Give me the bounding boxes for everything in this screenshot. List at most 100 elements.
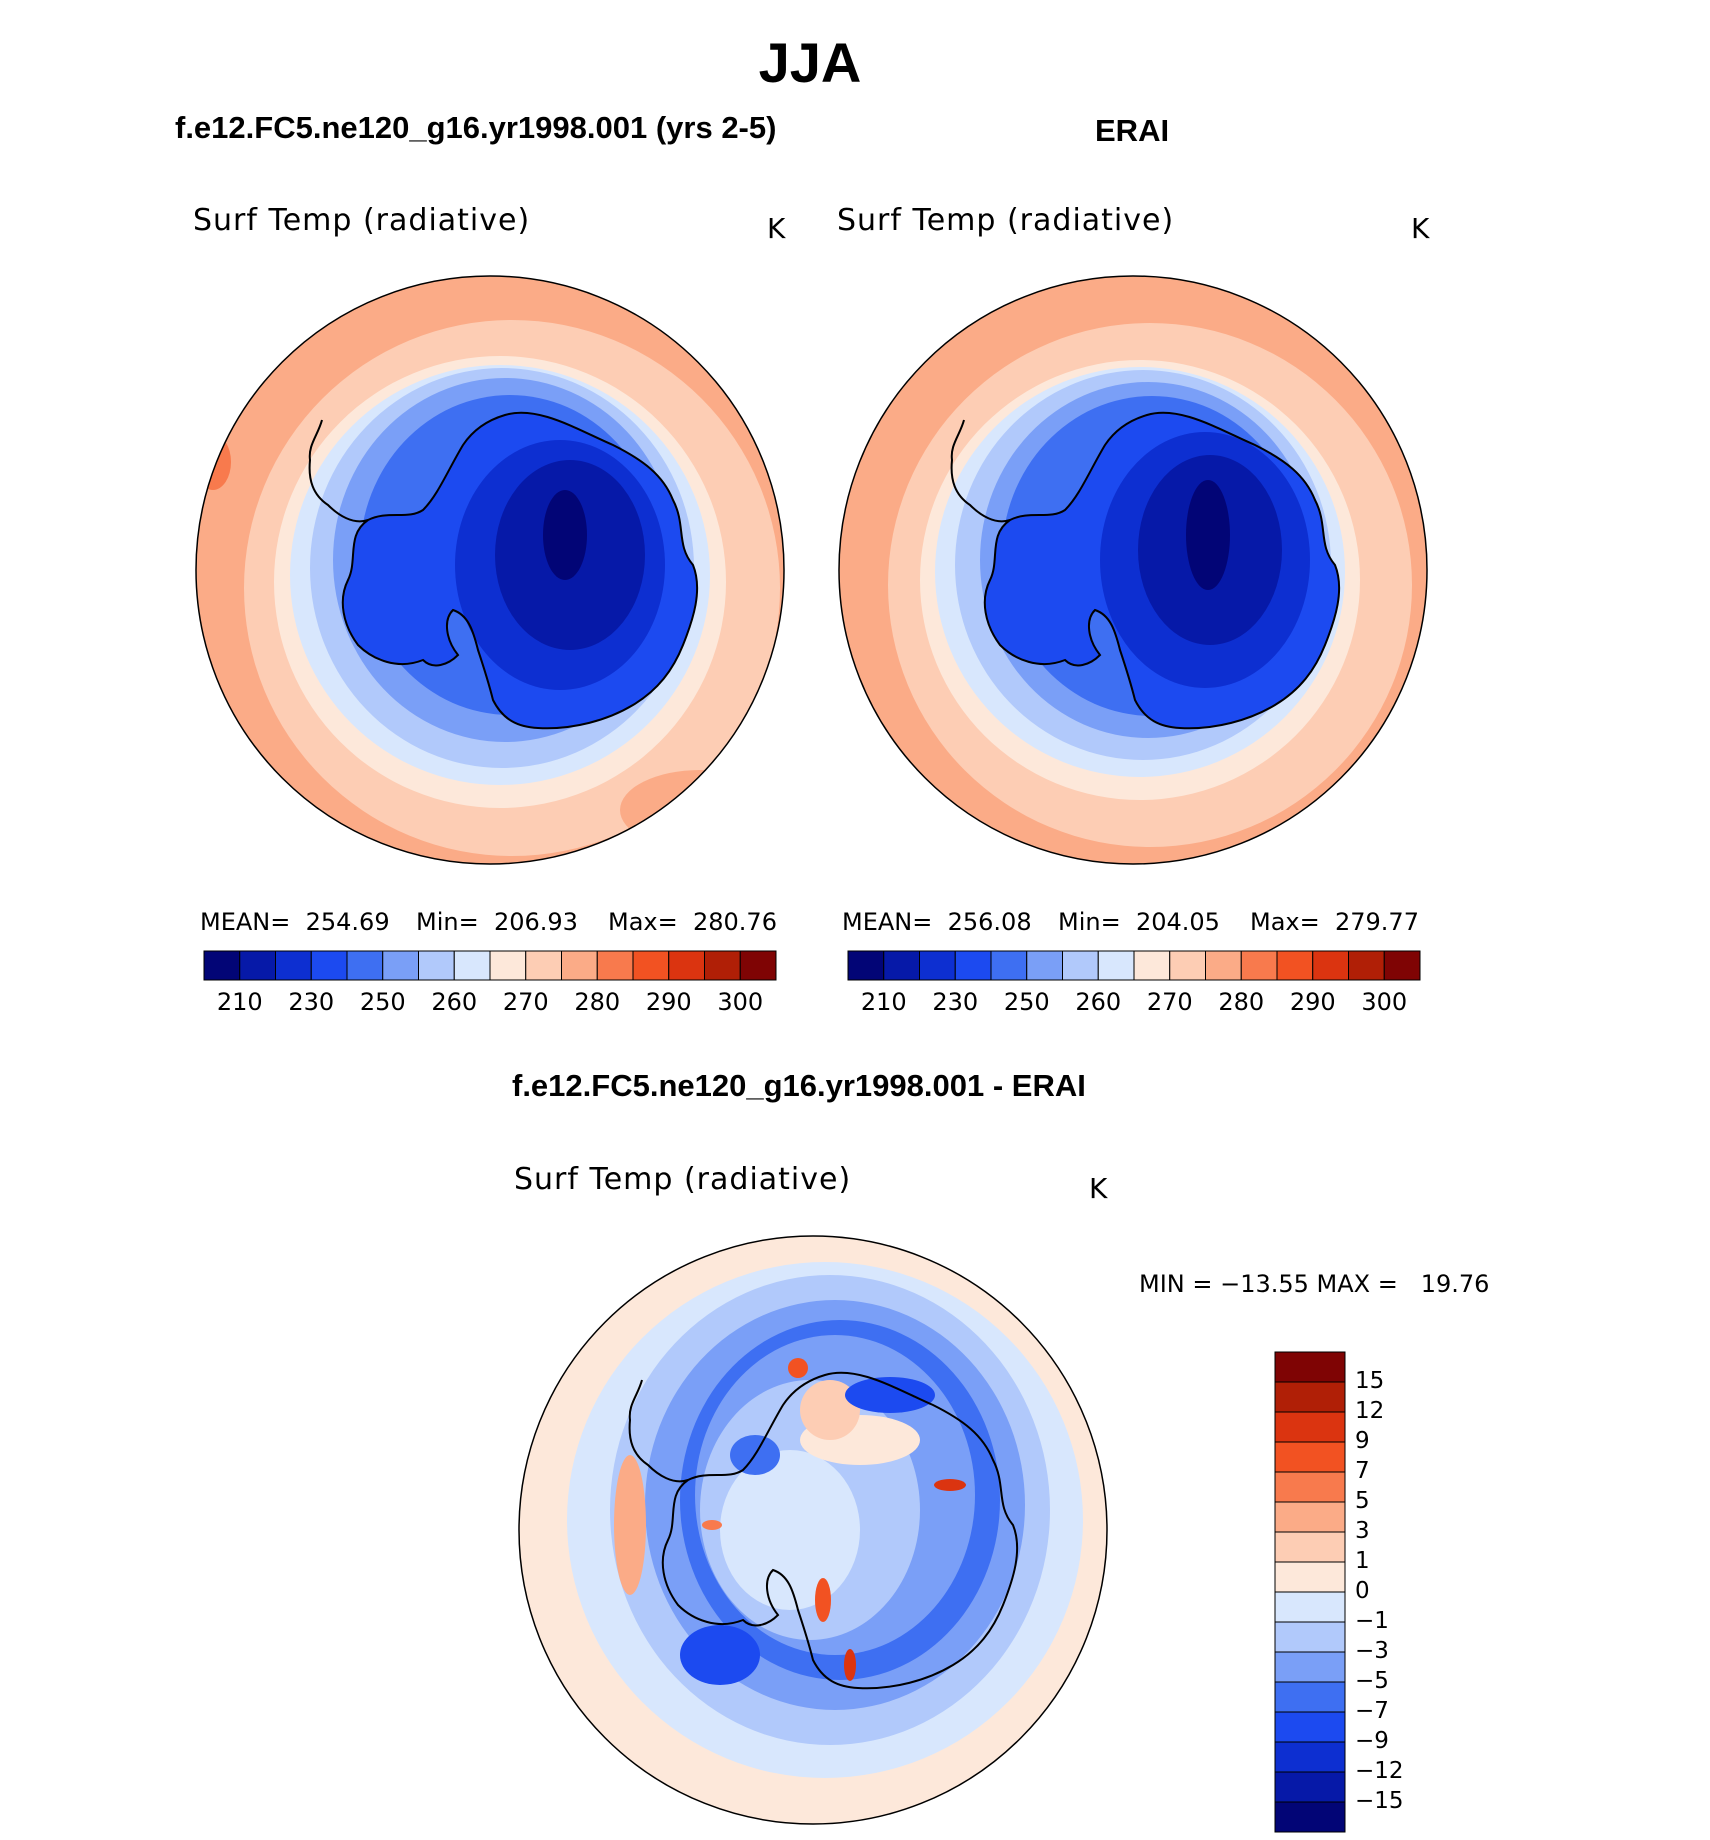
model-colorbar-swatch — [382, 950, 419, 981]
obs-mean-stat: MEAN= 256.08 — [842, 908, 1032, 936]
model-colorbar-tick-label: 250 — [359, 988, 406, 1016]
obs-colorbar-swatch — [1348, 950, 1385, 981]
model-colorbar-swatch — [453, 950, 491, 981]
diff-colorbar-swatch — [1274, 1561, 1346, 1593]
diff-colorbar-swatch — [1274, 1531, 1346, 1563]
model-mean-stat: MEAN= 254.69 — [200, 908, 390, 936]
diff-colorbar-tick-label: −7 — [1355, 1698, 1389, 1724]
obs-unit-label: K — [1411, 212, 1430, 245]
diff-case-title: f.e12.FC5.ne120_g16.yr1998.001 - ERAI — [512, 1068, 1086, 1103]
diff-colorbar-tick-label: 3 — [1355, 1518, 1370, 1544]
diff-colorbar-swatch — [1274, 1621, 1346, 1653]
diff-colorbar-swatch — [1274, 1351, 1346, 1383]
diff-colorbar-swatch — [1274, 1381, 1346, 1413]
diff-colorbar-tick-label: 0 — [1355, 1578, 1370, 1604]
diff-colorbar-tick-label: 12 — [1355, 1398, 1385, 1424]
model-colorbar-swatch — [596, 950, 634, 981]
model-colorbar-tick-label: 300 — [717, 988, 764, 1016]
diff-polar-map — [518, 1235, 1108, 1825]
model-colorbar-swatch — [418, 950, 455, 981]
obs-colorbar-swatch — [1276, 950, 1314, 981]
obs-case-title: ERAI — [1095, 113, 1170, 148]
obs-colorbar-swatch — [847, 950, 885, 981]
model-colorbar — [203, 950, 777, 981]
diff-colorbar — [1274, 1351, 1346, 1833]
diff-colorbar-tick-label: −9 — [1355, 1728, 1389, 1754]
model-min-stat: Min= 206.93 — [416, 908, 578, 936]
model-colorbar-swatch — [239, 950, 276, 981]
diff-colorbar-tick-label: 1 — [1355, 1548, 1370, 1574]
obs-colorbar-swatch — [1312, 950, 1349, 981]
diff-colorbar-tick-label: −12 — [1355, 1758, 1404, 1784]
obs-colorbar-swatch — [1240, 950, 1278, 981]
model-case-title: f.e12.FC5.ne120_g16.yr1998.001 (yrs 2-5) — [175, 110, 777, 145]
diff-colorbar-swatch — [1274, 1681, 1346, 1713]
model-variable-label: Surf Temp (radiative) — [193, 203, 531, 238]
model-colorbar-tick-label: 290 — [645, 988, 692, 1016]
obs-colorbar-tick-label: 270 — [1146, 988, 1193, 1016]
obs-colorbar-swatch — [1205, 950, 1242, 981]
obs-colorbar-swatch — [1169, 950, 1206, 981]
diff-colorbar-swatch — [1274, 1501, 1346, 1533]
model-colorbar-tick-label: 270 — [502, 988, 549, 1016]
diff-range-stat: MIN = −13.55 MAX = 19.76 — [1139, 1270, 1490, 1298]
diff-colorbar-tick-label: 15 — [1355, 1368, 1385, 1394]
diff-colorbar-tick-label: −3 — [1355, 1638, 1389, 1664]
model-polar-map — [195, 275, 785, 865]
obs-colorbar-swatch — [1383, 950, 1421, 981]
diff-colorbar-swatch — [1274, 1651, 1346, 1683]
diff-colorbar-swatch — [1274, 1411, 1346, 1443]
obs-colorbar-tick-label: 230 — [932, 988, 979, 1016]
model-unit-label: K — [767, 212, 786, 245]
model-colorbar-swatch — [561, 950, 598, 981]
obs-colorbar — [847, 950, 1421, 981]
diff-colorbar-tick-label: −5 — [1355, 1668, 1389, 1694]
model-colorbar-tick-label: 230 — [288, 988, 335, 1016]
diff-colorbar-swatch — [1274, 1711, 1346, 1743]
diff-variable-label: Surf Temp (radiative) — [514, 1162, 852, 1197]
obs-colorbar-tick-label: 300 — [1361, 988, 1408, 1016]
diff-colorbar-swatch — [1274, 1471, 1346, 1503]
diff-unit-label: K — [1089, 1172, 1108, 1205]
model-colorbar-swatch — [310, 950, 348, 981]
diff-colorbar-tick-label: 5 — [1355, 1488, 1370, 1514]
obs-colorbar-tick-label: 280 — [1218, 988, 1265, 1016]
diff-colorbar-tick-label: −15 — [1355, 1788, 1404, 1814]
obs-colorbar-swatch — [1097, 950, 1135, 981]
diff-colorbar-swatch — [1274, 1591, 1346, 1623]
model-max-stat: Max= 280.76 — [608, 908, 777, 936]
obs-variable-label: Surf Temp (radiative) — [837, 203, 1175, 238]
obs-polar-map — [838, 275, 1428, 865]
model-colorbar-swatch — [739, 950, 777, 981]
obs-colorbar-tick-label: 210 — [860, 988, 907, 1016]
diff-colorbar-swatch — [1274, 1441, 1346, 1473]
diff-colorbar-swatch — [1274, 1801, 1346, 1833]
model-colorbar-swatch — [632, 950, 670, 981]
model-colorbar-swatch — [704, 950, 741, 981]
obs-colorbar-tick-label: 260 — [1075, 988, 1122, 1016]
diff-colorbar-tick-label: 7 — [1355, 1458, 1370, 1484]
obs-max-stat: Max= 279.77 — [1250, 908, 1419, 936]
model-colorbar-swatch — [346, 950, 384, 981]
obs-colorbar-swatch — [883, 950, 920, 981]
obs-colorbar-swatch — [919, 950, 956, 981]
obs-colorbar-swatch — [1062, 950, 1099, 981]
model-colorbar-swatch — [525, 950, 562, 981]
model-colorbar-tick-label: 260 — [431, 988, 478, 1016]
diff-colorbar-swatch — [1274, 1771, 1346, 1803]
model-colorbar-swatch — [203, 950, 241, 981]
model-colorbar-tick-label: 210 — [216, 988, 263, 1016]
obs-colorbar-swatch — [990, 950, 1028, 981]
model-colorbar-swatch — [489, 950, 527, 981]
figure-title: JJA — [758, 31, 862, 94]
obs-colorbar-tick-label: 290 — [1289, 988, 1336, 1016]
diff-colorbar-tick-label: 9 — [1355, 1428, 1370, 1454]
diff-colorbar-swatch — [1274, 1741, 1346, 1773]
obs-colorbar-swatch — [1026, 950, 1063, 981]
obs-min-stat: Min= 204.05 — [1058, 908, 1220, 936]
model-colorbar-swatch — [275, 950, 312, 981]
model-colorbar-tick-label: 280 — [574, 988, 621, 1016]
model-colorbar-swatch — [668, 950, 705, 981]
obs-colorbar-tick-label: 250 — [1003, 988, 1050, 1016]
